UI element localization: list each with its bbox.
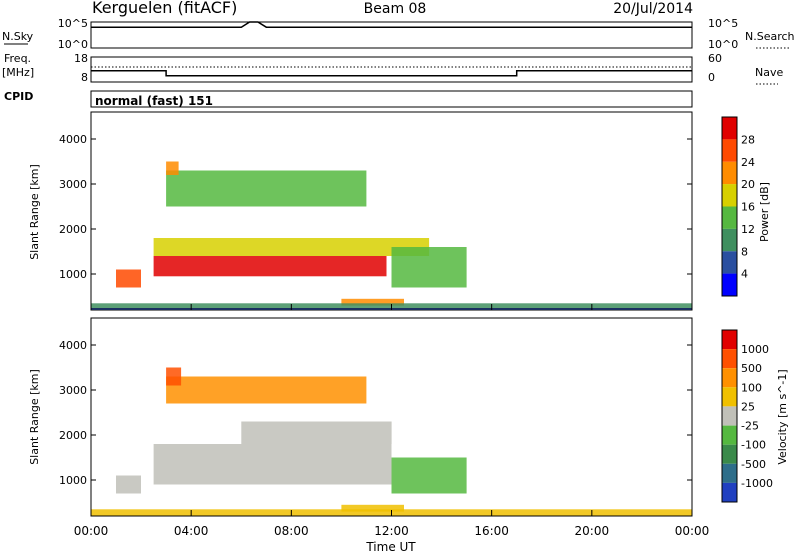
sky-left-tick-top: 10^5 <box>58 17 88 30</box>
freq-left-label-2: [MHz] <box>2 66 34 79</box>
velocity-region-0 <box>116 475 141 494</box>
power-region-5 <box>391 247 467 288</box>
velocity-colorbar-label: Velocity [m s^-1] <box>776 369 789 464</box>
power-colorbar-frame <box>721 116 738 297</box>
power-colorbar: 28 24 20 16 12 8 4 <box>721 116 755 297</box>
freq-panel-frame <box>90 56 693 83</box>
velocity-colorbar-tick-6: -500 <box>741 458 766 471</box>
time-tick-label-1: 04:00 <box>174 524 209 538</box>
power-region-1 <box>153 256 387 277</box>
freq-right-tick-bottom: 0 <box>708 71 715 84</box>
freq-left-tick-top: 18 <box>74 52 88 65</box>
power-colorbar-tick-3: 16 <box>741 201 755 214</box>
time-tick-label-3: 12:00 <box>374 524 409 538</box>
velocity-region-3 <box>166 376 367 404</box>
power-heatmap-regions <box>91 161 692 311</box>
sky-panel-frame <box>90 21 693 49</box>
velocity-region-5 <box>391 457 467 494</box>
velocity-heatmap-regions <box>91 367 692 517</box>
power-ytick-label-1: 2000 <box>59 223 87 236</box>
power-ytick-label-0: 1000 <box>59 268 87 281</box>
sky-right-tick-bottom: 10^0 <box>708 38 738 51</box>
power-colorbar-swatch-6 <box>722 251 737 274</box>
velocity-colorbar-tick-7: -1000 <box>741 477 773 490</box>
velocity-colorbar-swatch-2 <box>722 368 737 388</box>
power-colorbar-swatch-5 <box>722 228 737 252</box>
power-colorbar-swatch-4 <box>722 206 737 229</box>
nave-label: Nave <box>755 66 783 79</box>
power-colorbar-tick-1: 24 <box>741 156 755 169</box>
time-tick-label-6: 00:00 <box>675 524 710 538</box>
velocity-colorbar-tick-3: 25 <box>741 400 755 413</box>
velocity-region-6 <box>341 504 404 512</box>
power-colorbar-tick-6: 4 <box>741 268 748 281</box>
sky-left-tick-bottom: 10^0 <box>58 38 88 51</box>
velocity-y-ticks: 1000 2000 3000 4000 <box>59 339 692 487</box>
velocity-colorbar-swatch-8 <box>722 482 737 502</box>
power-region-3 <box>166 170 367 207</box>
velocity-y-axis-label: Slant Range [km] <box>28 369 41 465</box>
velocity-colorbar-swatch-0 <box>722 330 737 350</box>
sky-left-label: N.Sky <box>2 30 34 43</box>
power-ytick-label-3: 4000 <box>59 133 87 146</box>
freq-series-line <box>91 70 692 77</box>
velocity-colorbar-tick-2: 100 <box>741 381 762 394</box>
power-colorbar-tick-2: 20 <box>741 178 755 191</box>
velocity-colorbar-tick-1: 500 <box>741 362 762 375</box>
velocity-colorbar-swatch-5 <box>722 425 737 445</box>
cpid-label: CPID <box>4 90 33 103</box>
sky-right-label: N.Search <box>745 30 795 43</box>
power-colorbar-tick-4: 12 <box>741 223 755 236</box>
velocity-region-4 <box>166 367 182 386</box>
velocity-region-1 <box>153 444 392 485</box>
time-axis-label: Time UT <box>365 540 416 554</box>
velocity-colorbar-swatch-1 <box>722 349 737 369</box>
beam-title: Beam 08 <box>364 1 427 17</box>
velocity-colorbar-tick-5: -100 <box>741 439 766 452</box>
velocity-ytick-label-2: 3000 <box>59 384 87 397</box>
velocity-colorbar-tick-0: 1000 <box>741 343 769 356</box>
velocity-colorbar-swatch-6 <box>722 444 737 464</box>
time-tick-label-0: 00:00 <box>74 524 109 538</box>
power-region-0 <box>116 269 141 288</box>
time-tick-label-4: 16:00 <box>474 524 509 538</box>
power-colorbar-tick-0: 28 <box>741 133 755 146</box>
velocity-colorbar: 1000 500 100 25 -25 -100 -500 -1000 <box>721 329 773 503</box>
cpid-value: normal (fast) 151 <box>95 94 213 108</box>
velocity-ytick-label-1: 2000 <box>59 429 87 442</box>
velocity-ytick-label-3: 4000 <box>59 339 87 352</box>
freq-left-label-1: Freq. <box>4 52 31 65</box>
time-tick-label-5: 20:00 <box>575 524 610 538</box>
sky-right-tick-top: 10^5 <box>708 17 738 30</box>
power-region-4 <box>166 161 179 175</box>
velocity-colorbar-swatch-7 <box>722 463 737 483</box>
power-colorbar-swatch-0 <box>722 117 737 140</box>
power-ytick-label-2: 3000 <box>59 178 87 191</box>
power-y-ticks: 1000 2000 3000 4000 <box>59 133 692 281</box>
power-region-2 <box>153 238 430 256</box>
station-title: Kerguelen (fitACF) <box>92 0 237 17</box>
power-colorbar-swatch-7 <box>722 273 737 296</box>
power-colorbar-swatch-3 <box>722 184 737 207</box>
power-colorbar-swatch-1 <box>722 139 737 162</box>
time-tick-label-2: 08:00 <box>274 524 309 538</box>
power-y-axis-label: Slant Range [km] <box>28 164 41 260</box>
velocity-colorbar-swatch-4 <box>722 406 737 426</box>
velocity-colorbar-swatch-3 <box>722 387 737 407</box>
velocity-colorbar-frame <box>721 329 738 503</box>
date-title: 20/Jul/2014 <box>613 1 693 17</box>
power-colorbar-swatch-2 <box>722 161 737 185</box>
nsky-series-line <box>91 21 692 28</box>
velocity-colorbar-tick-4: -25 <box>741 420 759 433</box>
time-axis-ticks: 00:00 04:00 08:00 12:00 16:00 20:00 00:00 <box>74 304 710 538</box>
freq-right-tick-top: 60 <box>708 52 722 65</box>
power-region-6 <box>341 298 404 306</box>
cpid-panel-frame <box>90 90 693 108</box>
velocity-ytick-label-0: 1000 <box>59 474 87 487</box>
power-colorbar-tick-5: 8 <box>741 245 748 258</box>
freq-left-tick-bottom: 8 <box>81 71 88 84</box>
velocity-region-2 <box>241 421 392 444</box>
power-colorbar-label: Power [dB] <box>758 182 771 242</box>
